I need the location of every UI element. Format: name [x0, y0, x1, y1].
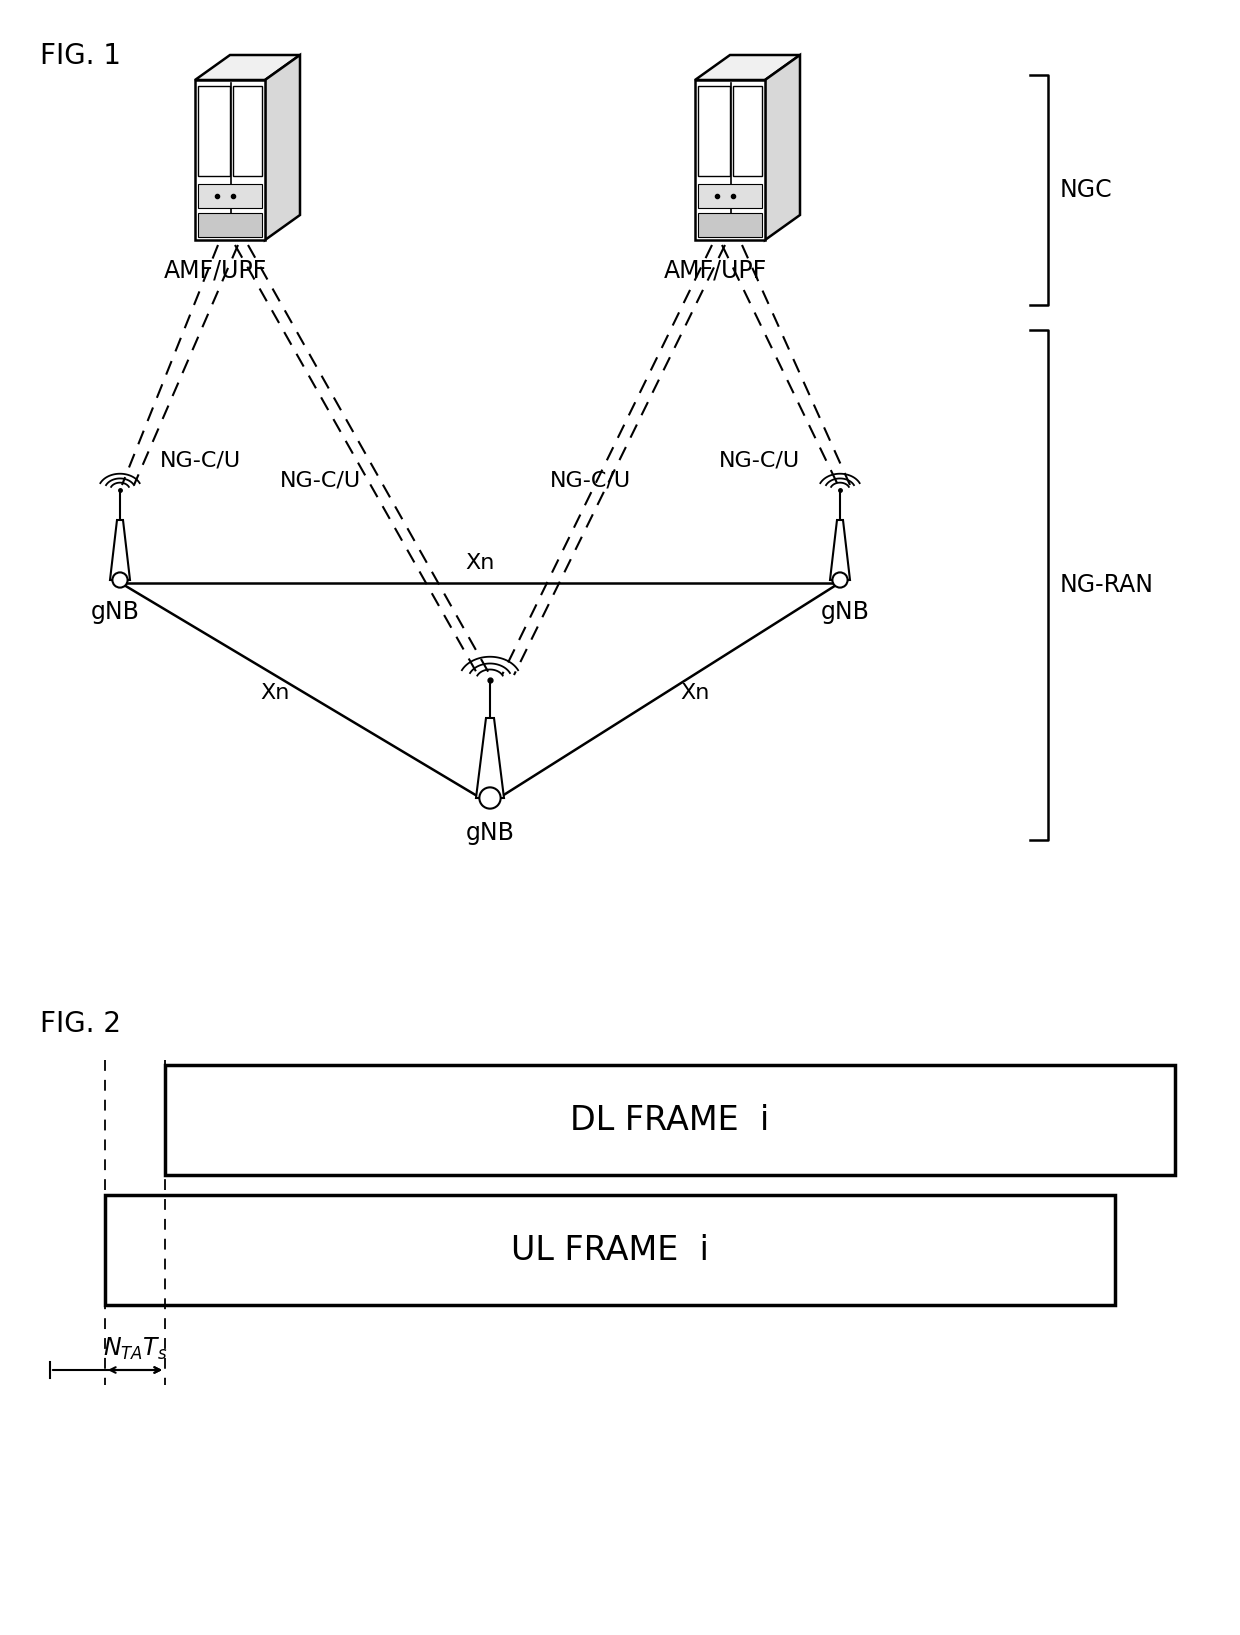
Text: FIG. 2: FIG. 2	[40, 1010, 122, 1038]
Text: Xn: Xn	[465, 553, 495, 572]
Text: $N_{TA}T_s$: $N_{TA}T_s$	[103, 1336, 167, 1362]
Text: gNB: gNB	[821, 600, 869, 623]
Text: AMF/UPF: AMF/UPF	[663, 258, 766, 281]
Text: NG-C/U: NG-C/U	[719, 450, 800, 469]
Polygon shape	[195, 56, 300, 80]
Text: gNB: gNB	[91, 600, 139, 623]
Text: NG-C/U: NG-C/U	[279, 469, 361, 490]
Circle shape	[113, 572, 128, 587]
Polygon shape	[265, 56, 300, 240]
Text: Xn: Xn	[681, 683, 709, 703]
Polygon shape	[694, 56, 800, 80]
Text: Xn: Xn	[260, 683, 290, 703]
Polygon shape	[476, 718, 503, 798]
Circle shape	[832, 572, 848, 587]
Polygon shape	[694, 80, 765, 240]
Text: DL FRAME  i: DL FRAME i	[570, 1104, 770, 1136]
Text: UL FRAME  i: UL FRAME i	[511, 1233, 709, 1267]
Polygon shape	[765, 56, 800, 240]
Text: NG-C/U: NG-C/U	[549, 469, 631, 490]
Polygon shape	[698, 185, 763, 208]
Polygon shape	[110, 520, 130, 580]
Circle shape	[480, 788, 501, 809]
Polygon shape	[195, 80, 265, 240]
Polygon shape	[198, 185, 262, 208]
Text: AMF/UPF: AMF/UPF	[164, 258, 267, 281]
Text: FIG. 1: FIG. 1	[40, 43, 122, 70]
Text: NGC: NGC	[1060, 178, 1112, 203]
Polygon shape	[830, 520, 849, 580]
Text: NG-C/U: NG-C/U	[160, 450, 241, 469]
Text: NG-RAN: NG-RAN	[1060, 572, 1154, 597]
Polygon shape	[698, 213, 763, 237]
Text: gNB: gNB	[465, 821, 515, 845]
Polygon shape	[198, 213, 262, 237]
